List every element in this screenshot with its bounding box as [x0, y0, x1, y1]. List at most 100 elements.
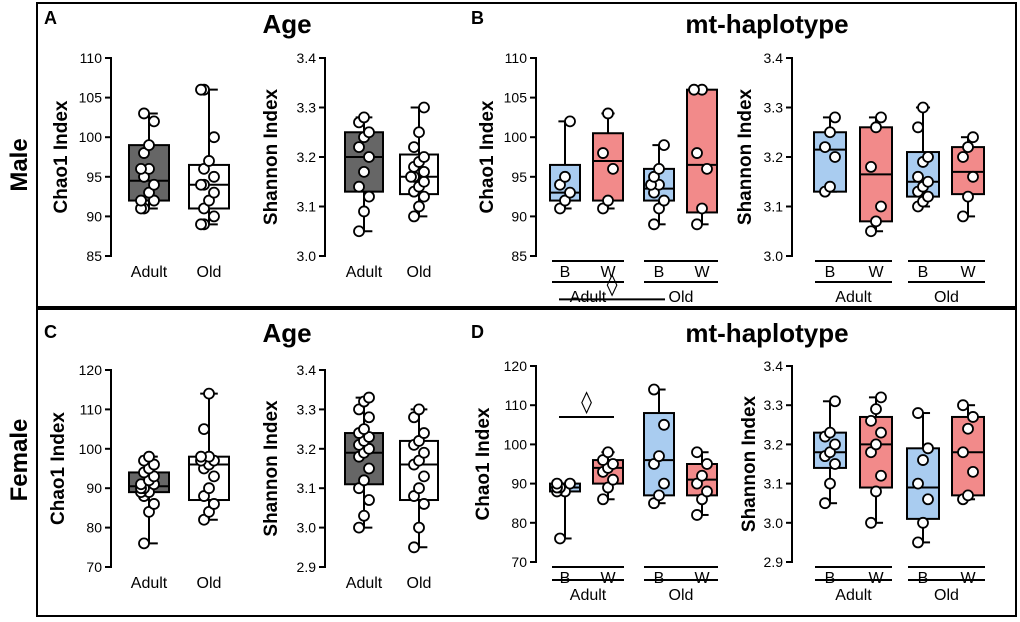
data-point — [135, 162, 147, 175]
data-point — [148, 498, 160, 510]
y-tick-label: 90 — [86, 480, 102, 496]
data-point — [195, 178, 207, 191]
male-panel-frame — [36, 2, 1017, 308]
y-tick-label: 70 — [86, 559, 102, 575]
data-point — [353, 180, 365, 193]
y-tick-label: 110 — [80, 401, 103, 417]
data-point — [648, 383, 660, 396]
data-point — [870, 121, 882, 134]
box-w-3 — [951, 131, 985, 223]
data-point — [691, 446, 703, 459]
panel-label-b: B — [471, 8, 484, 28]
x-category-label: W — [960, 264, 976, 281]
box-adult-0 — [128, 107, 170, 215]
data-point — [138, 537, 150, 550]
box-w-1 — [859, 391, 893, 529]
data-point — [551, 477, 563, 490]
y-tick-label: 3.2 — [764, 149, 784, 165]
box-adult-0 — [344, 391, 384, 534]
data-point — [559, 170, 571, 183]
y-tick-label: 3.0 — [297, 248, 317, 264]
row-label-male: Male — [6, 138, 33, 191]
data-point — [195, 218, 207, 231]
data-point — [865, 160, 877, 173]
data-point — [203, 482, 215, 495]
data-point — [824, 180, 836, 193]
chart-a1: 85 90 95 100 105 110 Chao1 Index Adult Old — [51, 50, 230, 281]
y-tick-label: 110 — [80, 50, 103, 66]
data-point — [967, 465, 979, 478]
data-point — [554, 532, 566, 545]
x-category-label: W — [868, 570, 884, 587]
data-point — [912, 536, 924, 549]
data-point — [962, 190, 974, 203]
data-point — [135, 194, 147, 207]
data-point — [602, 446, 614, 459]
data-point — [363, 126, 375, 139]
data-point — [865, 225, 877, 238]
data-point — [208, 131, 220, 144]
y-tick-label: 95 — [86, 169, 102, 185]
x-category-label: W — [694, 264, 710, 281]
y-tick-label: 3.2 — [764, 436, 784, 452]
data-point — [418, 427, 430, 439]
data-point — [829, 111, 841, 124]
data-point — [691, 509, 703, 521]
data-point — [957, 151, 969, 163]
y-tick-label: 90 — [86, 208, 102, 224]
data-point — [418, 101, 430, 114]
data-point — [967, 170, 979, 183]
x-category-label: B — [560, 570, 571, 587]
y-axis-label: Chao1 Index — [473, 407, 494, 520]
x-category-label: B — [825, 570, 836, 587]
y-axis-label: Shannon Index — [735, 88, 756, 225]
chart-b1: 85 90 95 100 105 110 Chao1 Index B W B W Adult Old — [477, 50, 718, 306]
data-point — [696, 469, 708, 482]
data-point — [418, 498, 430, 510]
data-point — [658, 194, 670, 207]
data-point — [691, 218, 703, 231]
significance-marker: ◊ — [607, 272, 618, 297]
row-label-female: Female — [6, 419, 33, 502]
data-point — [413, 482, 425, 495]
data-point — [875, 426, 887, 439]
data-point — [912, 477, 924, 490]
box-b-2 — [643, 383, 675, 510]
data-point — [824, 426, 836, 439]
data-point — [701, 458, 713, 470]
y-axis-label: Chao1 Index — [51, 100, 72, 213]
y-tick-label: 90 — [511, 476, 527, 492]
y-tick-label: 95 — [511, 169, 527, 185]
x-category-label: W — [600, 570, 616, 587]
y-tick-label: 2.9 — [764, 554, 784, 570]
data-point — [208, 186, 220, 199]
box-w-3 — [686, 446, 718, 521]
panel-label-a: A — [44, 8, 57, 28]
y-tick-label: 3.0 — [297, 520, 317, 536]
x-category-label: W — [960, 570, 976, 587]
y-tick-label: 3.4 — [297, 362, 317, 378]
data-point — [829, 151, 841, 163]
box-adult-0 — [128, 450, 170, 550]
data-point — [208, 170, 220, 183]
x-category-label: B — [918, 264, 929, 281]
data-point — [143, 450, 155, 463]
data-point — [208, 498, 220, 510]
data-point — [363, 391, 375, 404]
x-group-label: Old — [669, 289, 694, 306]
data-point — [358, 509, 370, 522]
box-b-0 — [813, 111, 847, 198]
data-point — [408, 541, 420, 554]
data-point — [148, 115, 160, 128]
data-point — [413, 521, 425, 534]
y-tick-label: 3.1 — [297, 480, 317, 496]
data-point — [597, 493, 609, 506]
panel-label-c: C — [44, 322, 57, 342]
y-tick-label: 3.2 — [297, 441, 317, 457]
data-point — [658, 139, 670, 152]
y-tick-label: 100 — [79, 441, 103, 457]
data-point — [607, 473, 619, 486]
x-group-label: Old — [669, 587, 694, 604]
box-b-0 — [549, 115, 581, 215]
y-tick-label: 3.4 — [764, 50, 784, 66]
